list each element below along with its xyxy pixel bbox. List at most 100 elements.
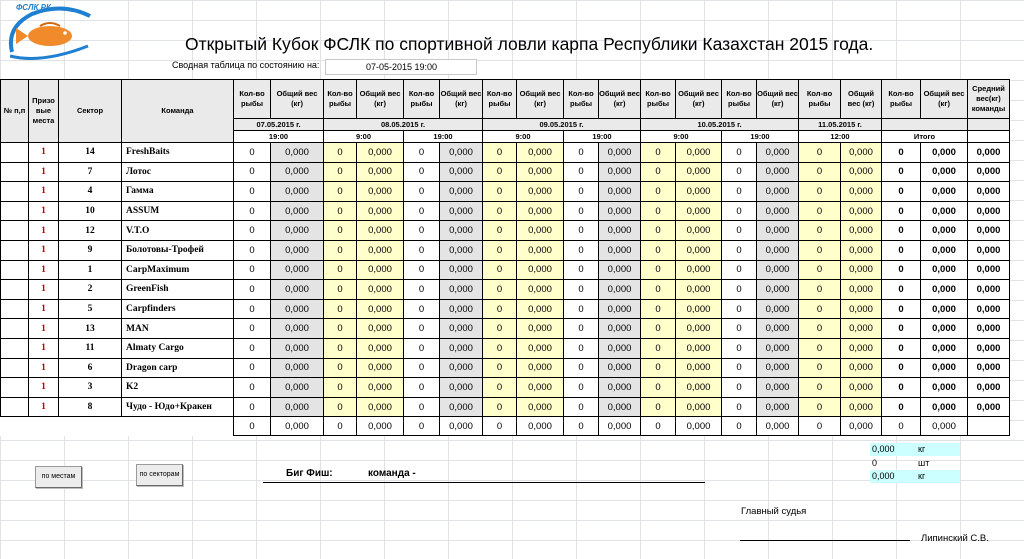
fish-weight-cell[interactable]: 0,000 bbox=[270, 318, 324, 339]
fish-weight-cell[interactable]: 0,000 bbox=[356, 200, 404, 222]
row-index-cell[interactable] bbox=[0, 259, 29, 281]
fish-count-cell[interactable]: 0 bbox=[482, 318, 517, 339]
fish-weight-cell[interactable]: 0,000 bbox=[270, 142, 324, 163]
place-cell[interactable]: 1 bbox=[28, 298, 59, 320]
place-cell[interactable]: 1 bbox=[28, 279, 59, 300]
fish-count-cell[interactable]: 0 bbox=[640, 298, 676, 320]
fish-count-cell[interactable]: 0 bbox=[403, 396, 440, 418]
team-cell[interactable]: Carpfinders bbox=[121, 298, 234, 320]
fish-weight-cell[interactable]: 0,000 bbox=[756, 298, 799, 320]
sector-cell[interactable]: 8 bbox=[58, 396, 122, 418]
fish-weight-cell[interactable]: 0,000 bbox=[756, 357, 799, 379]
fish-count-cell[interactable]: 0 bbox=[798, 239, 841, 261]
sort-by-sector-button[interactable]: по секторам bbox=[136, 464, 183, 486]
avg-weight-cell[interactable]: 0,000 bbox=[967, 396, 1010, 418]
total-weight-cell[interactable]: 0,000 bbox=[920, 318, 968, 339]
fish-weight-cell[interactable]: 0,000 bbox=[675, 377, 722, 398]
fish-count-cell[interactable]: 0 bbox=[798, 259, 841, 281]
fish-weight-cell[interactable]: 0,000 bbox=[675, 318, 722, 339]
row-index-cell[interactable] bbox=[0, 337, 29, 359]
sector-cell[interactable]: 6 bbox=[58, 357, 122, 379]
fish-count-cell[interactable]: 0 bbox=[640, 396, 676, 418]
fish-weight-cell[interactable]: 0,000 bbox=[756, 181, 799, 202]
fish-weight-cell[interactable]: 0,000 bbox=[675, 298, 722, 320]
fish-weight-cell[interactable]: 0,000 bbox=[756, 337, 799, 359]
fish-weight-cell[interactable]: 0,000 bbox=[756, 161, 799, 183]
total-weight-cell[interactable]: 0,000 bbox=[920, 161, 968, 183]
fish-weight-cell[interactable]: 0,000 bbox=[598, 337, 641, 359]
fish-count-cell[interactable]: 0 bbox=[482, 377, 517, 398]
status-timestamp[interactable]: 07-05-2015 19:00 bbox=[325, 59, 477, 75]
fish-weight-cell[interactable]: 0,000 bbox=[439, 181, 483, 202]
fish-weight-cell[interactable]: 0,000 bbox=[516, 259, 564, 281]
place-cell[interactable]: 1 bbox=[28, 142, 59, 163]
fish-count-cell[interactable]: 0 bbox=[482, 142, 517, 163]
fish-count-cell[interactable]: 0 bbox=[233, 220, 271, 241]
fish-weight-cell[interactable]: 0,000 bbox=[840, 279, 882, 300]
fish-count-cell[interactable]: 0 bbox=[721, 259, 757, 281]
fish-count-cell[interactable]: 0 bbox=[233, 181, 271, 202]
fish-count-cell[interactable]: 0 bbox=[563, 337, 599, 359]
fish-count-cell[interactable]: 0 bbox=[403, 337, 440, 359]
fish-count-cell[interactable]: 0 bbox=[563, 161, 599, 183]
fish-weight-cell[interactable]: 0,000 bbox=[840, 181, 882, 202]
row-index-cell[interactable] bbox=[0, 298, 29, 320]
fish-count-cell[interactable]: 0 bbox=[563, 298, 599, 320]
fish-weight-cell[interactable]: 0,000 bbox=[675, 259, 722, 281]
fish-weight-cell[interactable]: 0,000 bbox=[270, 239, 324, 261]
fish-weight-cell[interactable]: 0,000 bbox=[439, 200, 483, 222]
fish-count-cell[interactable]: 0 bbox=[798, 396, 841, 418]
sector-cell[interactable]: 7 bbox=[58, 161, 122, 183]
fish-weight-cell[interactable]: 0,000 bbox=[516, 337, 564, 359]
fish-count-cell[interactable]: 0 bbox=[323, 239, 357, 261]
fish-count-cell[interactable]: 0 bbox=[721, 318, 757, 339]
team-cell[interactable]: Чудо - Юдо+Кракен bbox=[121, 396, 234, 418]
fish-weight-cell[interactable]: 0,000 bbox=[675, 220, 722, 241]
fish-weight-cell[interactable]: 0,000 bbox=[756, 377, 799, 398]
fish-count-cell[interactable]: 0 bbox=[323, 377, 357, 398]
total-count-cell[interactable]: 0 bbox=[881, 181, 921, 202]
fish-weight-cell[interactable]: 0,000 bbox=[356, 161, 404, 183]
fish-weight-cell[interactable]: 0,000 bbox=[516, 181, 564, 202]
fish-weight-cell[interactable]: 0,000 bbox=[270, 396, 324, 418]
total-count-cell[interactable]: 0 bbox=[881, 318, 921, 339]
fish-weight-cell[interactable]: 0,000 bbox=[270, 377, 324, 398]
team-cell[interactable]: FreshBaits bbox=[121, 142, 234, 163]
fish-count-cell[interactable]: 0 bbox=[323, 200, 357, 222]
total-weight-cell[interactable]: 0,000 bbox=[920, 298, 968, 320]
total-count-cell[interactable]: 0 bbox=[881, 298, 921, 320]
row-index-cell[interactable] bbox=[0, 318, 29, 339]
fish-weight-cell[interactable]: 0,000 bbox=[756, 396, 799, 418]
place-cell[interactable]: 1 bbox=[28, 337, 59, 359]
team-cell[interactable]: V.T.O bbox=[121, 220, 234, 241]
avg-weight-cell[interactable]: 0,000 bbox=[967, 239, 1010, 261]
fish-weight-cell[interactable]: 0,000 bbox=[516, 200, 564, 222]
fish-count-cell[interactable]: 0 bbox=[233, 357, 271, 379]
fish-weight-cell[interactable]: 0,000 bbox=[756, 200, 799, 222]
place-cell[interactable]: 1 bbox=[28, 396, 59, 418]
fish-count-cell[interactable]: 0 bbox=[323, 318, 357, 339]
avg-weight-cell[interactable]: 0,000 bbox=[967, 337, 1010, 359]
fish-count-cell[interactable]: 0 bbox=[563, 200, 599, 222]
fish-weight-cell[interactable]: 0,000 bbox=[675, 337, 722, 359]
fish-count-cell[interactable]: 0 bbox=[403, 279, 440, 300]
fish-weight-cell[interactable]: 0,000 bbox=[516, 318, 564, 339]
fish-weight-cell[interactable]: 0,000 bbox=[439, 357, 483, 379]
fish-count-cell[interactable]: 0 bbox=[233, 279, 271, 300]
fish-count-cell[interactable]: 0 bbox=[798, 377, 841, 398]
fish-weight-cell[interactable]: 0,000 bbox=[598, 259, 641, 281]
fish-weight-cell[interactable]: 0,000 bbox=[840, 318, 882, 339]
fish-count-cell[interactable]: 0 bbox=[233, 396, 271, 418]
fish-weight-cell[interactable]: 0,000 bbox=[270, 161, 324, 183]
fish-weight-cell[interactable]: 0,000 bbox=[598, 239, 641, 261]
fish-weight-cell[interactable]: 0,000 bbox=[840, 200, 882, 222]
fish-count-cell[interactable]: 0 bbox=[403, 200, 440, 222]
fish-count-cell[interactable]: 0 bbox=[798, 220, 841, 241]
fish-weight-cell[interactable]: 0,000 bbox=[516, 357, 564, 379]
fish-count-cell[interactable]: 0 bbox=[721, 200, 757, 222]
total-weight-cell[interactable]: 0,000 bbox=[920, 357, 968, 379]
fish-count-cell[interactable]: 0 bbox=[482, 396, 517, 418]
fish-weight-cell[interactable]: 0,000 bbox=[516, 298, 564, 320]
fish-count-cell[interactable]: 0 bbox=[721, 396, 757, 418]
fish-count-cell[interactable]: 0 bbox=[233, 142, 271, 163]
